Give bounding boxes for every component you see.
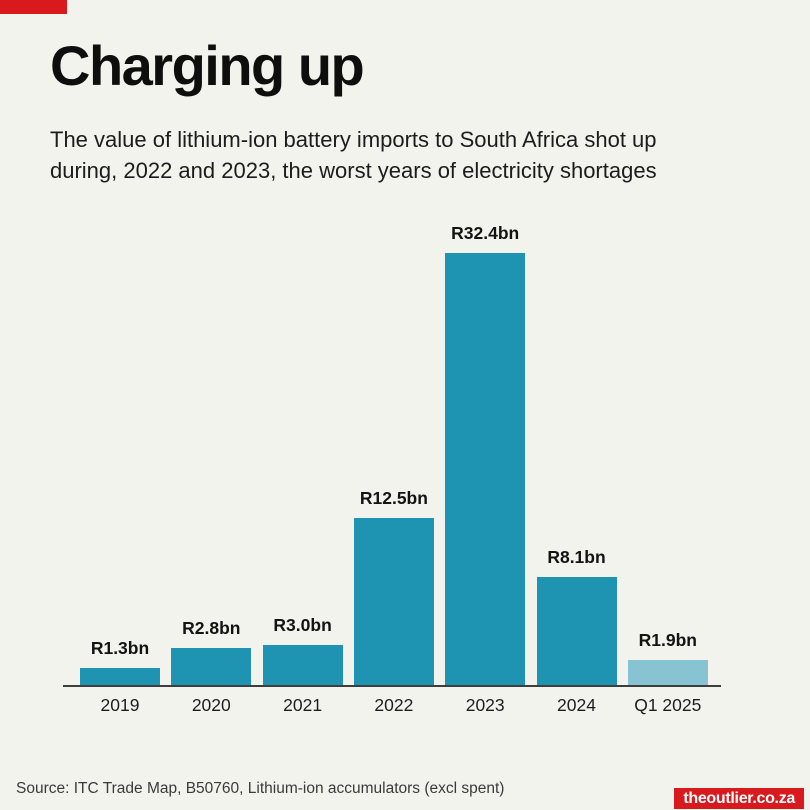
x-axis-label-2021: 2021 [283, 695, 323, 715]
x-axis-label-q1-2025: Q1 2025 [634, 695, 702, 715]
bar-value-label-2019: R1.3bn [90, 637, 150, 658]
bar-2019 [80, 667, 160, 685]
x-axis-label-2020: 2020 [191, 695, 231, 715]
bar-chart: R1.3bn 2019 R2.8bn 2020 R3.0bn 2021 R12.5bn 202… [63, 220, 721, 715]
chart-subtitle: The value of lithium-ion battery imports… [50, 124, 760, 186]
bar-value-label-2020: R2.8bn [182, 617, 241, 638]
subtitle-line-2: during, 2022 and 2023, the worst years o… [50, 158, 657, 183]
bar-2023 [445, 253, 526, 685]
brand-badge: theoutlier.co.za [674, 788, 804, 809]
x-axis-label-2023: 2023 [465, 695, 505, 715]
subtitle-line-1: The value of lithium-ion battery imports… [50, 127, 657, 152]
bar-2024 [536, 577, 617, 685]
bar-value-label-2024: R8.1bn [547, 547, 606, 567]
bar-value-label-2023: R32.4bn [451, 223, 520, 243]
x-axis-label-2022: 2022 [374, 695, 414, 715]
x-axis-label-2024: 2024 [557, 695, 596, 715]
source-note: Source: ITC Trade Map, B50760, Lithium-i… [16, 780, 505, 797]
bar-2021 [262, 645, 343, 685]
x-axis-label-2019: 2019 [100, 695, 140, 715]
bar-2020 [171, 647, 252, 685]
bar-q1-2025 [627, 659, 708, 685]
page-title: Charging up [50, 34, 365, 97]
bar-value-label-q1-2025: R1.9bn [638, 629, 697, 650]
bar-value-label-2022: R12.5bn [359, 488, 428, 509]
brand-accent-bar [0, 0, 67, 14]
bar-value-label-2021: R3.0bn [273, 615, 332, 635]
bar-2022 [353, 518, 434, 685]
